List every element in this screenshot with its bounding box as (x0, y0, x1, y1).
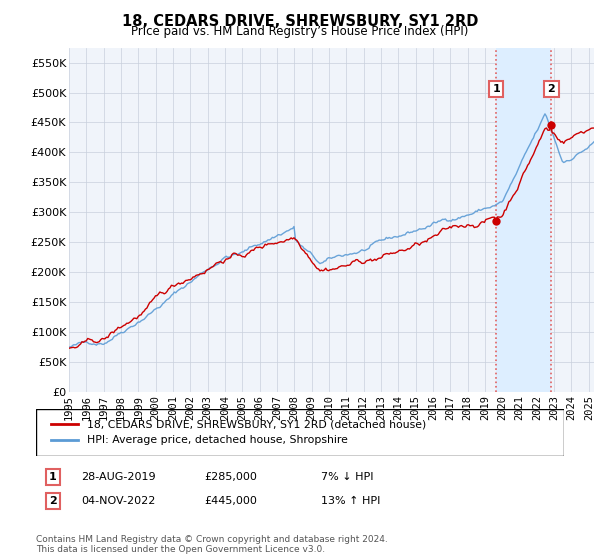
Text: 18, CEDARS DRIVE, SHREWSBURY, SY1 2RD: 18, CEDARS DRIVE, SHREWSBURY, SY1 2RD (122, 14, 478, 29)
Text: £285,000: £285,000 (204, 472, 257, 482)
Text: 28-AUG-2019: 28-AUG-2019 (81, 472, 155, 482)
Text: 2: 2 (49, 496, 56, 506)
Text: £445,000: £445,000 (204, 496, 257, 506)
Text: Contains HM Land Registry data © Crown copyright and database right 2024.
This d: Contains HM Land Registry data © Crown c… (36, 535, 388, 554)
Text: 04-NOV-2022: 04-NOV-2022 (81, 496, 155, 506)
Text: 7% ↓ HPI: 7% ↓ HPI (321, 472, 373, 482)
Text: Price paid vs. HM Land Registry’s House Price Index (HPI): Price paid vs. HM Land Registry’s House … (131, 25, 469, 38)
Text: 1: 1 (49, 472, 56, 482)
Text: 1: 1 (492, 84, 500, 94)
Bar (496, 48, 551, 392)
Legend: 18, CEDARS DRIVE, SHREWSBURY, SY1 2RD (detached house), HPI: Average price, deta: 18, CEDARS DRIVE, SHREWSBURY, SY1 2RD (d… (47, 416, 430, 450)
Text: 13% ↑ HPI: 13% ↑ HPI (321, 496, 380, 506)
Text: 2: 2 (548, 84, 555, 94)
